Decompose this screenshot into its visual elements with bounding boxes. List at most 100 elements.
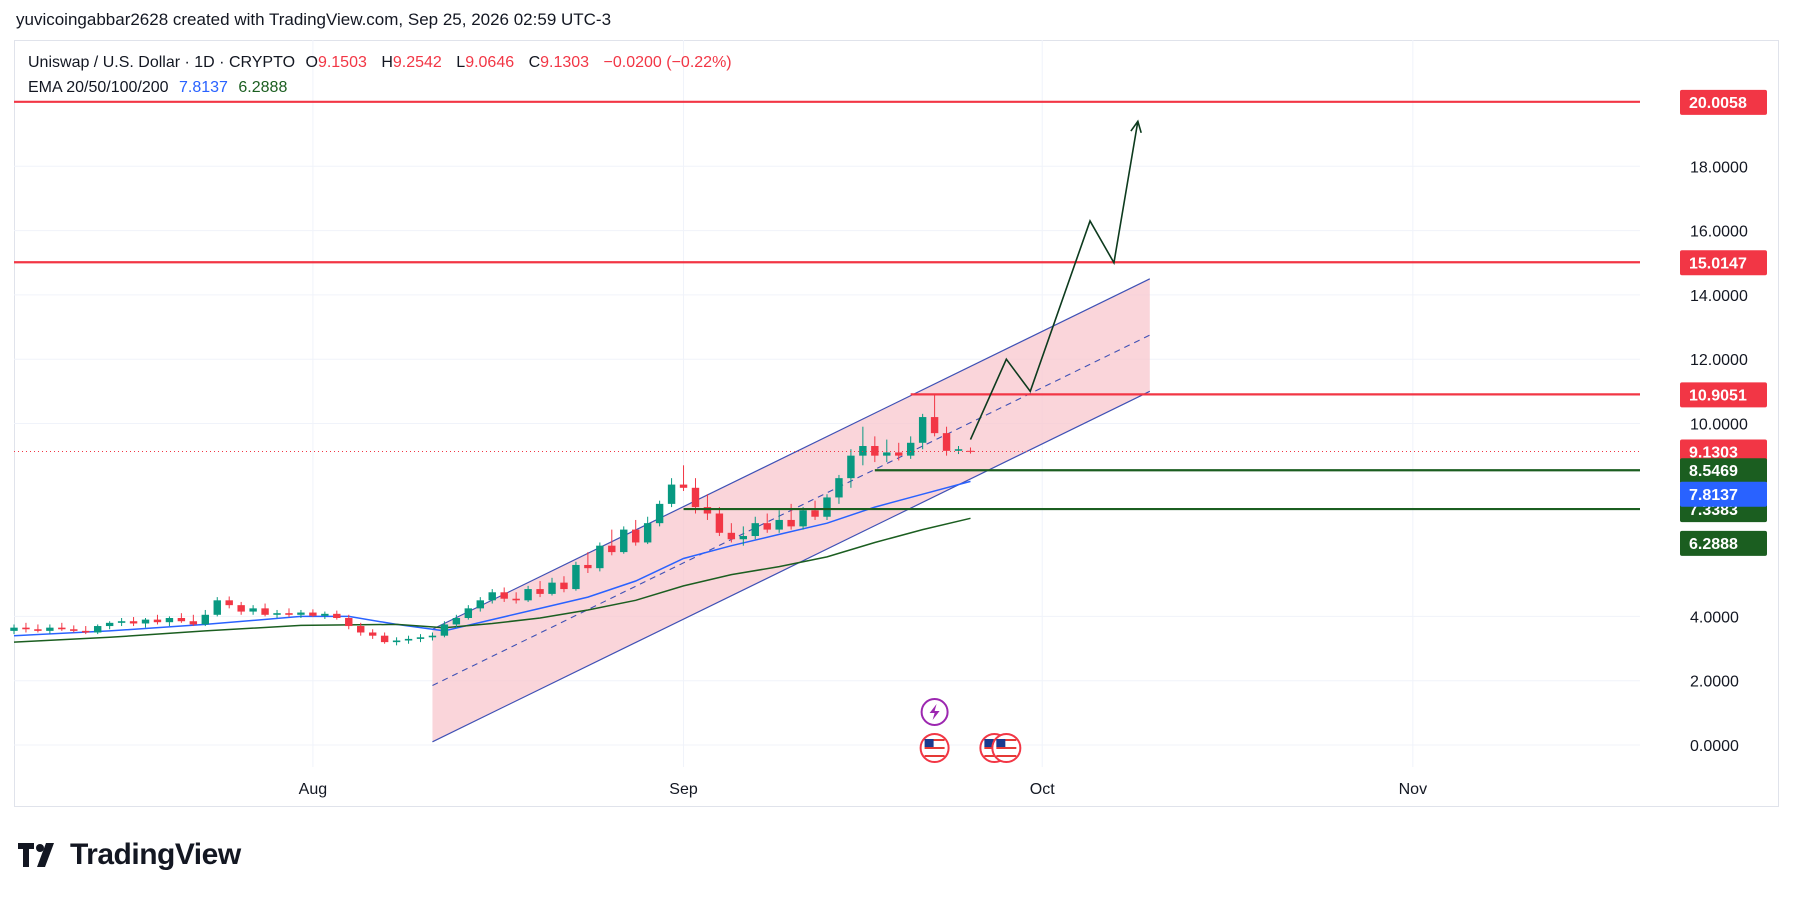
- candle: [225, 596, 233, 609]
- candle-body: [548, 582, 556, 594]
- candle: [775, 510, 783, 533]
- candle-body: [775, 519, 783, 530]
- candle-body: [10, 627, 18, 631]
- candle: [524, 585, 532, 602]
- candle: [835, 474, 843, 504]
- candle-body: [428, 635, 437, 638]
- candle: [751, 516, 759, 540]
- candle-body: [70, 629, 78, 631]
- candle-body: [58, 627, 66, 630]
- candle-body: [46, 627, 54, 631]
- candle-body: [679, 484, 688, 488]
- candle: [177, 613, 186, 623]
- candle: [380, 632, 389, 644]
- low-value: 9.0646: [465, 54, 515, 71]
- time-axis: Aug Sep Oct Nov: [299, 781, 1427, 798]
- candle-body: [608, 545, 616, 553]
- candle-body: [643, 523, 652, 543]
- projection-path: [969, 119, 1142, 440]
- candle-body: [727, 532, 736, 540]
- candle: [321, 611, 329, 619]
- candle: [404, 635, 413, 644]
- candle-body: [333, 613, 341, 619]
- us-flag-stripe: [924, 739, 945, 741]
- candle-body: [213, 600, 221, 615]
- low-label: L: [456, 54, 466, 71]
- us-flag-stripe: [996, 751, 1017, 753]
- candle: [261, 603, 269, 617]
- candle: [655, 500, 664, 527]
- candle-body: [440, 624, 449, 636]
- us-flag-stripe: [924, 743, 945, 745]
- candle-body: [416, 637, 425, 639]
- us-flag-stripe: [924, 755, 945, 757]
- candle-body: [954, 449, 963, 451]
- candle-body: [631, 529, 640, 543]
- candle: [691, 478, 700, 514]
- tradingview-brand: TradingView: [70, 838, 241, 871]
- high-label: H: [381, 54, 393, 71]
- candle-body: [464, 608, 473, 619]
- price-badge-label: 8.5469: [1689, 463, 1738, 480]
- us-flag-stripe: [996, 755, 1017, 757]
- candle-body: [823, 497, 831, 517]
- candle: [249, 605, 257, 615]
- candle: [727, 523, 736, 543]
- candle-body: [930, 417, 939, 434]
- candle: [548, 577, 556, 596]
- event-markers: [919, 698, 1022, 763]
- time-tick-label: Sep: [669, 781, 698, 798]
- candle-body: [177, 618, 186, 622]
- lightning-icon: [920, 698, 949, 726]
- candle: [811, 500, 819, 520]
- candle: [34, 624, 42, 633]
- price-badge-bg: [1680, 89, 1767, 115]
- us-flag-canton: [996, 739, 1006, 747]
- candle-body: [189, 621, 198, 625]
- candle: [58, 622, 66, 631]
- price-tick-label: 0.0000: [1690, 738, 1739, 755]
- candle-body: [249, 608, 257, 612]
- candle: [620, 526, 628, 554]
- price-badge-label: 9.1303: [1689, 444, 1738, 461]
- us-flag-stripe: [996, 743, 1017, 745]
- candle-body: [237, 605, 245, 612]
- candle: [141, 618, 150, 628]
- candle-body: [895, 452, 903, 456]
- candle-body: [165, 618, 174, 623]
- price-levels: [14, 100, 1640, 511]
- price-badge-label: 6.2888: [1689, 536, 1738, 553]
- candle: [631, 519, 640, 546]
- candle: [572, 561, 580, 591]
- candle-body: [524, 589, 532, 601]
- ema-value-slow: 6.2888: [238, 79, 288, 96]
- candle: [918, 413, 927, 450]
- candle: [930, 394, 939, 437]
- channel-lower-line: [432, 390, 1151, 743]
- us-flag-stripe: [924, 751, 945, 753]
- candle-body: [261, 608, 269, 615]
- time-tick-label: Oct: [1030, 781, 1055, 798]
- candle: [440, 621, 449, 638]
- candle: [476, 597, 484, 612]
- candle: [285, 608, 293, 618]
- open-label: O: [305, 54, 318, 71]
- candle-body: [82, 630, 90, 633]
- tradingview-logo[interactable]: TradingView: [18, 838, 241, 872]
- candle-body: [93, 626, 102, 633]
- lightning-icon-bolt: [929, 704, 940, 720]
- high-value: 9.2542: [392, 54, 442, 71]
- us-flag-stripe: [996, 747, 1017, 749]
- candle: [333, 610, 341, 620]
- candle-body: [859, 446, 867, 456]
- candle: [10, 624, 18, 635]
- candle-body: [703, 507, 712, 514]
- candle: [847, 449, 855, 488]
- price-badge: 6.2888: [1680, 530, 1767, 556]
- price-badge: 20.0058: [1680, 89, 1767, 115]
- candle-body: [536, 589, 544, 594]
- candle: [715, 507, 724, 537]
- candle-body: [285, 613, 293, 615]
- close-label: C: [528, 54, 541, 71]
